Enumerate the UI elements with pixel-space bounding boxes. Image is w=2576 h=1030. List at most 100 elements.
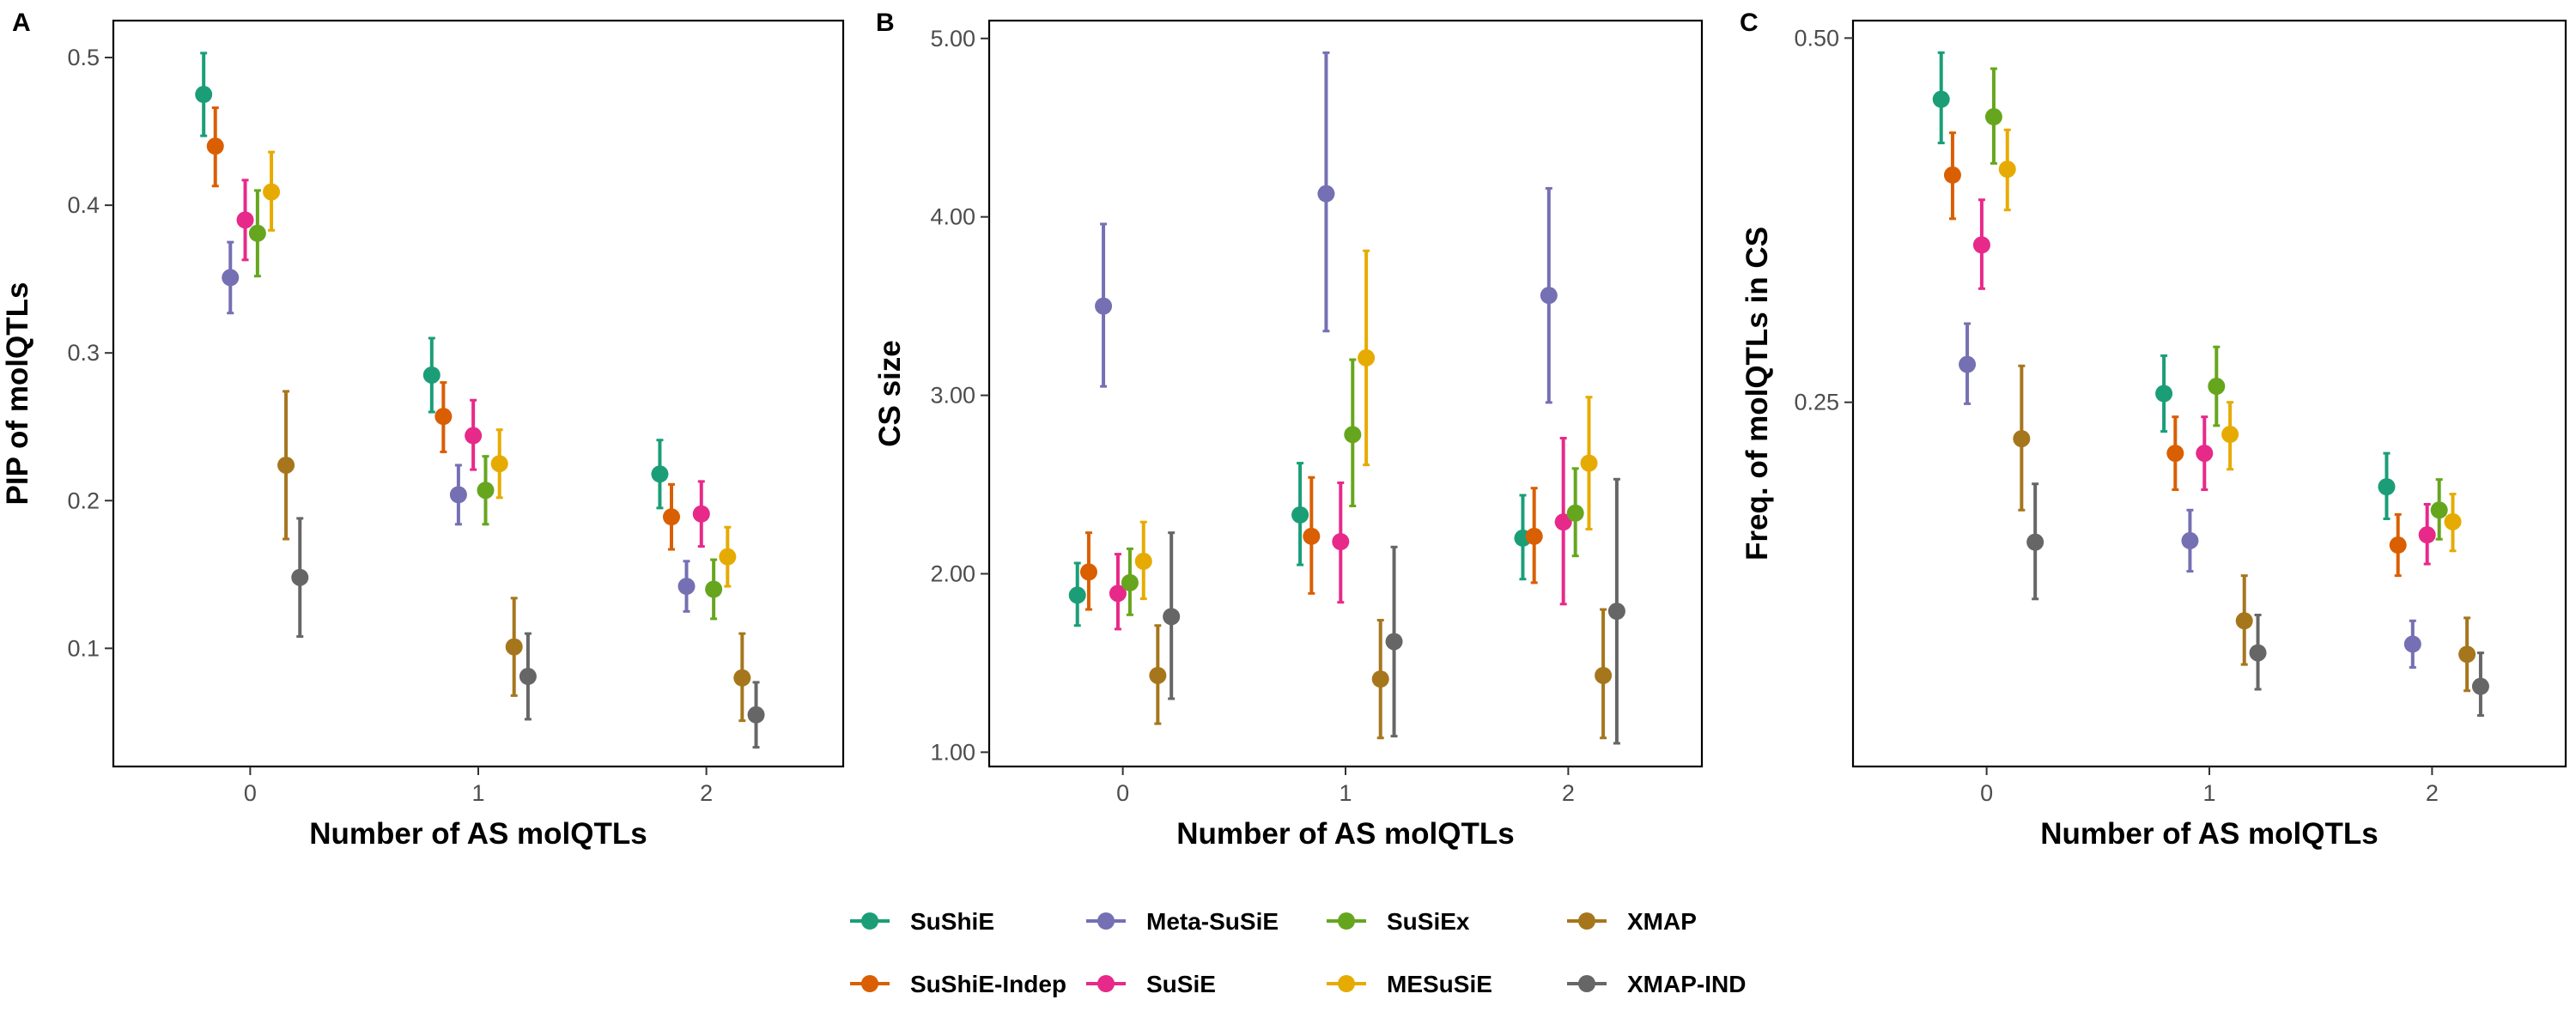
data-point [2418, 526, 2436, 544]
panel-label: B [876, 9, 895, 37]
legend-label: SuShiE-Indep [910, 971, 1066, 997]
legend-label: SuShiE [910, 908, 994, 935]
series-xmap-ind [1163, 477, 1625, 745]
data-point [1149, 666, 1167, 684]
data-point [505, 638, 523, 656]
data-point [2235, 612, 2253, 630]
data-point [747, 706, 765, 724]
data-point [1121, 573, 1139, 591]
data-point [2196, 445, 2214, 463]
panel-label: C [1740, 9, 1759, 37]
data-point [1943, 166, 1961, 184]
x-tick-label: 2 [700, 780, 713, 806]
x-axis-title: Number of AS molQTLs [2040, 817, 2378, 851]
y-tick-label: 5.00 [930, 26, 975, 52]
data-point [477, 482, 495, 500]
x-tick-label: 1 [1339, 780, 1352, 806]
data-point [2403, 635, 2421, 653]
data-point [2181, 531, 2199, 549]
series-meta-susie [222, 240, 696, 613]
data-point [1332, 533, 1350, 551]
data-point [2013, 430, 2031, 448]
series-susiex [1984, 67, 2448, 541]
data-point [1068, 586, 1086, 604]
series-xmap-ind [291, 517, 765, 749]
y-tick-label: 4.00 [930, 204, 975, 230]
legend-label: Meta-SuSiE [1146, 908, 1279, 935]
data-point [2221, 426, 2239, 444]
data-point [677, 578, 696, 596]
y-tick-label: 3.00 [930, 383, 975, 409]
data-point [719, 548, 737, 566]
legend-item-sushie-indep: SuShiE-Indep [850, 971, 1066, 997]
x-tick-label: 1 [2202, 780, 2215, 806]
data-point [2208, 378, 2226, 396]
legend-item-susiex: SuSiEx [1327, 908, 1470, 935]
data-point [692, 505, 710, 523]
series-meta-susie [1959, 322, 2421, 670]
data-point [195, 86, 213, 104]
series-sushie [1932, 51, 2396, 520]
series-mesusie [1134, 249, 1598, 601]
x-tick-label: 0 [244, 780, 257, 806]
data-point [2444, 512, 2462, 530]
data-point [2458, 645, 2476, 663]
legend-key-point [861, 975, 878, 992]
data-point [733, 669, 751, 687]
x-axis-title: Number of AS molQTLs [1176, 817, 1514, 851]
legend-item-meta-susie: Meta-SuSiE [1086, 908, 1279, 935]
data-point [1959, 355, 1977, 373]
series-xmap-ind [2026, 482, 2489, 718]
legend-key-point [1338, 912, 1355, 930]
data-point [222, 269, 240, 287]
series-susiex [248, 189, 723, 621]
series-susiex [1121, 358, 1584, 616]
legend-label: XMAP-IND [1627, 971, 1746, 997]
data-point [1371, 670, 1389, 688]
legend-key-point [1097, 975, 1115, 992]
data-point [2026, 533, 2044, 551]
series-sushie-indep [1079, 476, 1543, 611]
y-axis-title: PIP of molQTLs [1, 282, 34, 506]
y-axis-title: CS size [873, 340, 907, 447]
data-point [2378, 478, 2396, 496]
y-axis-title: Freq. of molQTLs in CS [1741, 227, 1774, 560]
legend-key-point [1578, 975, 1595, 992]
y-tick-label: 0.2 [67, 488, 100, 513]
data-point [1540, 287, 1558, 305]
data-point [662, 508, 680, 526]
y-tick-label: 0.4 [67, 192, 100, 218]
data-point [705, 580, 723, 598]
data-point [1932, 90, 1950, 108]
legend: SuShiE SuShiE-Indep Meta-SuSiE SuSiE SuSiEx M… [850, 908, 1746, 997]
data-point [1134, 552, 1152, 570]
data-point [1580, 454, 1598, 472]
data-point [1607, 603, 1625, 621]
y-tick-label: 1.00 [930, 739, 975, 765]
series-sushie [1068, 462, 1532, 627]
series-mesusie [1998, 128, 2462, 553]
x-axis-title: Number of AS molQTLs [309, 817, 647, 851]
data-point [1095, 297, 1113, 315]
data-point [1998, 161, 2016, 179]
data-point [291, 568, 309, 586]
data-point [1358, 348, 1376, 367]
data-point [2166, 445, 2184, 463]
legend-label: SuSiE [1146, 971, 1216, 997]
legend-item-mesusie: MESuSiE [1327, 971, 1492, 997]
legend-label: MESuSiE [1387, 971, 1492, 997]
y-tick-label: 0.5 [67, 45, 100, 70]
panel-B: 1.00 2.00 3.00 4.00 5.00 0 1 2 Number of AS molQ… [873, 9, 1704, 851]
x-tick-label: 1 [471, 780, 484, 806]
x-tick-label: 2 [1562, 780, 1575, 806]
series-meta-susie [1095, 51, 1558, 404]
legend-label: XMAP [1627, 908, 1697, 935]
y-tick-label: 0.3 [67, 340, 100, 366]
panel-A: 0.1 0.2 0.3 0.4 0.5 0 1 2 Number of AS molQTLs PI… [1, 9, 845, 851]
data-point [206, 137, 224, 155]
data-point [1525, 527, 1543, 545]
data-point [1291, 506, 1309, 524]
series-susie [236, 179, 710, 548]
